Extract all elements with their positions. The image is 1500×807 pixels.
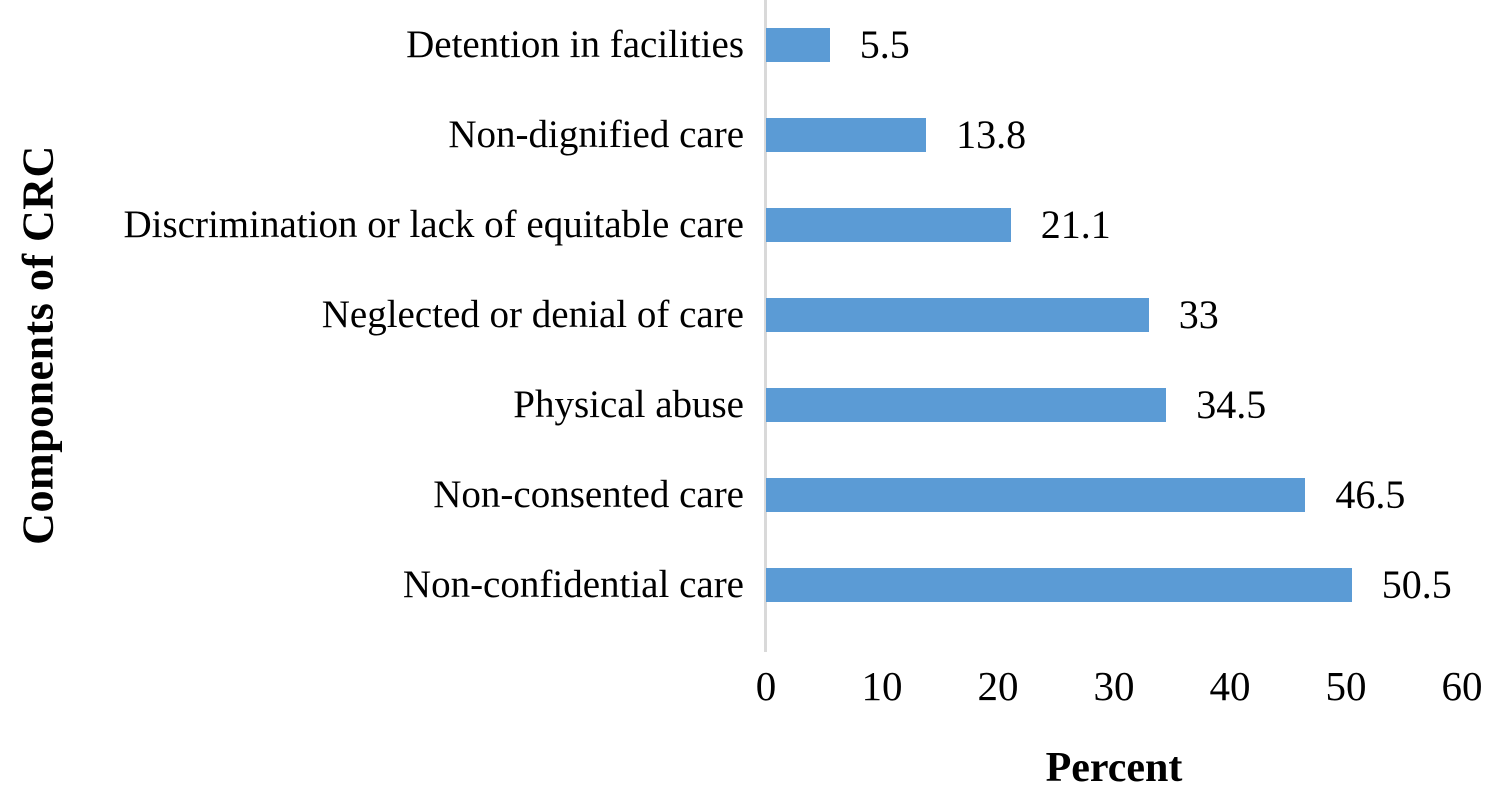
x-tick-label: 40	[1209, 663, 1251, 709]
x-tick-label: 20	[977, 663, 1019, 709]
value-label: 21.1	[1040, 202, 1111, 247]
plot-area: Detention in facilities 5.5 Non-dignified …	[0, 0, 1500, 630]
bar-row: Physical abuse 34.5	[0, 360, 1500, 450]
bar-row: Discrimination or lack of equitable care…	[0, 180, 1500, 270]
bar	[766, 298, 1149, 332]
x-tick-label: 10	[861, 663, 903, 709]
bar	[766, 388, 1167, 422]
category-label: Non-consented care	[433, 473, 744, 516]
value-label: 46.5	[1335, 472, 1406, 517]
value-label: 13.8	[956, 112, 1027, 157]
bar	[766, 118, 927, 152]
bar	[766, 28, 830, 62]
category-label: Discrimination or lack of equitable care	[123, 203, 745, 246]
category-label: Non-confidential care	[402, 563, 744, 606]
category-label: Neglected or denial of care	[321, 293, 744, 336]
category-label: Detention in facilities	[406, 23, 744, 66]
bar-row: Detention in facilities 5.5	[0, 0, 1500, 90]
x-tick-label: 30	[1093, 663, 1135, 709]
value-label: 50.5	[1381, 562, 1452, 607]
x-tick-label: 60	[1441, 663, 1483, 709]
bar	[766, 208, 1011, 242]
category-label: Physical abuse	[513, 383, 744, 426]
bar-row: Non-consented care 46.5	[0, 450, 1500, 540]
bar	[766, 568, 1352, 602]
bar-row: Non-dignified care 13.8	[0, 90, 1500, 180]
bar	[766, 478, 1306, 512]
value-label: 34.5	[1196, 382, 1267, 427]
value-label: 5.5	[859, 22, 910, 67]
bar-row: Non-confidential care 50.5	[0, 540, 1500, 630]
category-label: Non-dignified care	[448, 113, 744, 156]
x-tick-label: 50	[1325, 663, 1367, 709]
x-axis-title: Percent	[1045, 745, 1183, 791]
value-label: 33	[1178, 292, 1219, 337]
y-axis-line	[764, 0, 767, 652]
bar-row: Neglected or denial of care 33	[0, 270, 1500, 360]
x-tick-label: 0	[755, 663, 777, 709]
